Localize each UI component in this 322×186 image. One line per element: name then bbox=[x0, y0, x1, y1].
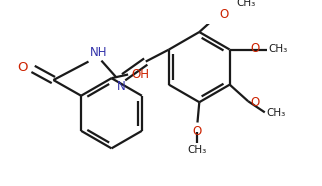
Text: N: N bbox=[117, 80, 126, 93]
Text: NH: NH bbox=[90, 46, 107, 59]
Text: CH₃: CH₃ bbox=[267, 108, 286, 118]
Text: CH₃: CH₃ bbox=[188, 145, 207, 155]
Text: O: O bbox=[220, 8, 229, 21]
Text: OH: OH bbox=[131, 68, 149, 81]
Text: O: O bbox=[17, 61, 28, 74]
Text: O: O bbox=[193, 125, 202, 138]
Text: O: O bbox=[250, 96, 259, 109]
Text: O: O bbox=[250, 42, 259, 55]
Text: CH₃: CH₃ bbox=[236, 0, 255, 8]
Text: CH₃: CH₃ bbox=[269, 44, 288, 54]
